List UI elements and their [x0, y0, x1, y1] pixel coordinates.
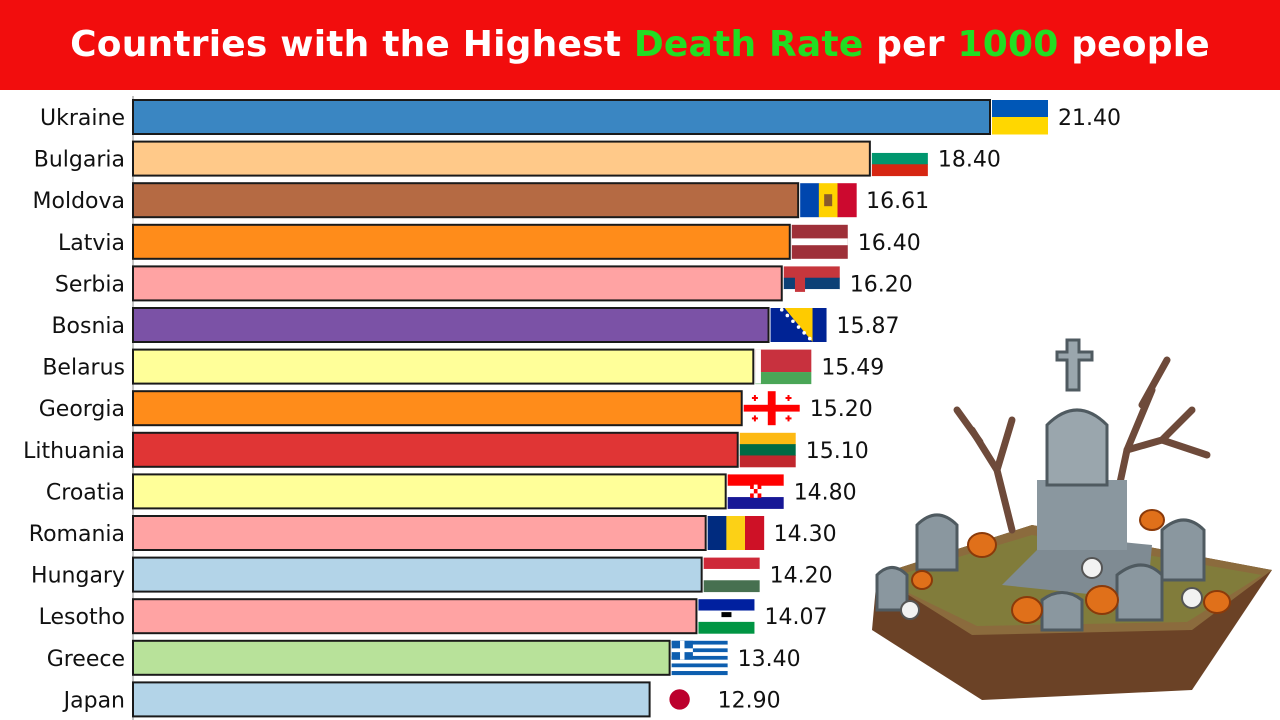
bar	[132, 515, 707, 551]
bar	[132, 99, 991, 135]
category-label: Bulgaria	[34, 148, 125, 173]
skulls	[900, 557, 1203, 620]
bar-row: Moldova 16.61	[33, 182, 929, 219]
value-label: 14.80	[794, 480, 857, 505]
bar	[132, 639, 671, 676]
bar	[132, 348, 755, 385]
value-label: 15.20	[810, 397, 873, 422]
bar	[132, 182, 800, 219]
value-label: 14.30	[774, 522, 837, 547]
georgia-flag	[743, 391, 800, 426]
lithuania-flag	[739, 432, 796, 468]
bar	[132, 265, 783, 302]
bulgaria-flag	[871, 141, 928, 177]
bar-row: Georgia 15.20	[39, 390, 873, 427]
bar	[132, 556, 703, 593]
bar	[132, 681, 651, 718]
chart-title: Countries with the Highest Death Rate pe…	[0, 0, 1280, 90]
cross-icon	[1055, 338, 1094, 392]
main-tombstone	[1045, 408, 1109, 487]
croatia-flag	[727, 474, 784, 509]
category-label: Lithuania	[23, 439, 125, 464]
bar	[132, 473, 727, 510]
tombstone-small-3	[1115, 563, 1164, 622]
value-label: 16.40	[858, 231, 921, 256]
tombstone-small-2	[1160, 518, 1206, 582]
category-label: Hungary	[31, 564, 125, 589]
title-highlight-1000: 1000	[957, 24, 1059, 65]
title-part-2: per	[863, 24, 958, 65]
latvia-flag	[791, 224, 848, 259]
title-highlight-death-rate: Death Rate	[633, 24, 864, 65]
moldova-flag	[800, 183, 857, 218]
category-label: Georgia	[39, 397, 125, 422]
graveyard-illustration	[872, 338, 1272, 700]
category-label: Japan	[62, 688, 125, 713]
bar	[132, 598, 698, 635]
title-part-3: people	[1058, 24, 1210, 65]
greece-flag	[671, 640, 728, 676]
category-label: Greece	[47, 647, 125, 672]
bars-group: Ukraine 21.40 Bulgaria 18.40 Moldova 16.61 Lat…	[23, 99, 1121, 718]
category-label: Romania	[29, 522, 125, 547]
category-label: Belarus	[42, 356, 125, 381]
title-part-1: Countries with the Highest	[70, 24, 634, 65]
hungary-flag	[703, 557, 760, 593]
category-label: Croatia	[46, 480, 125, 505]
value-label: 14.07	[764, 605, 827, 630]
value-label: 18.40	[938, 148, 1001, 173]
bar-row: Serbia 16.20	[55, 265, 913, 302]
bar	[132, 223, 791, 260]
pumpkins	[911, 509, 1231, 624]
title-bar	[0, 0, 1280, 90]
bar-row: Bosnia 15.87	[51, 307, 900, 343]
bar-row: Romania 14.30	[29, 515, 837, 551]
bar-row: Croatia 14.80	[46, 473, 857, 510]
bar-row: Hungary 14.20	[31, 556, 833, 593]
value-label: 12.90	[718, 688, 781, 713]
bosnia-flag	[770, 307, 827, 342]
bar-row: Greece 13.40	[47, 639, 801, 676]
bar	[132, 140, 871, 177]
value-label: 15.87	[837, 314, 900, 339]
category-label: Latvia	[58, 231, 125, 256]
bar	[132, 307, 770, 343]
category-label: Ukraine	[40, 106, 125, 131]
tomb-base	[1037, 480, 1127, 550]
bar-row: Latvia 16.40	[58, 223, 921, 260]
value-label: 16.20	[850, 272, 913, 297]
value-label: 13.40	[738, 647, 801, 672]
value-label: 14.20	[770, 564, 833, 589]
japan-flag	[651, 682, 708, 717]
category-label: Bosnia	[51, 314, 125, 339]
bar-row: Lesotho 14.07	[39, 598, 827, 635]
tombstone-small-4	[1040, 591, 1084, 632]
value-label: 15.49	[821, 356, 884, 381]
tombstone-small-1	[915, 513, 959, 572]
value-label: 16.61	[866, 189, 929, 214]
lesotho-flag	[698, 599, 755, 634]
bar-row: Lithuania 15.10	[23, 431, 869, 468]
bar	[132, 390, 743, 427]
bar-row: Bulgaria 18.40	[34, 140, 1001, 177]
romania-flag	[707, 516, 765, 550]
category-label: Moldova	[33, 189, 125, 214]
serbia-flag	[783, 266, 840, 301]
category-label: Lesotho	[39, 605, 125, 630]
bar-row: Belarus 15.49	[42, 348, 884, 385]
value-label: 15.10	[806, 439, 869, 464]
bar-row: Ukraine 21.40	[40, 99, 1121, 135]
stone-steps	[1002, 535, 1152, 600]
category-label: Serbia	[55, 272, 125, 297]
ukraine-flag	[992, 100, 1048, 135]
value-label: 21.40	[1058, 106, 1121, 131]
bar	[132, 431, 739, 468]
belarus-flag	[755, 349, 812, 385]
bar-row: Japan 12.90	[62, 681, 781, 718]
tombstone-small-5	[875, 566, 909, 612]
